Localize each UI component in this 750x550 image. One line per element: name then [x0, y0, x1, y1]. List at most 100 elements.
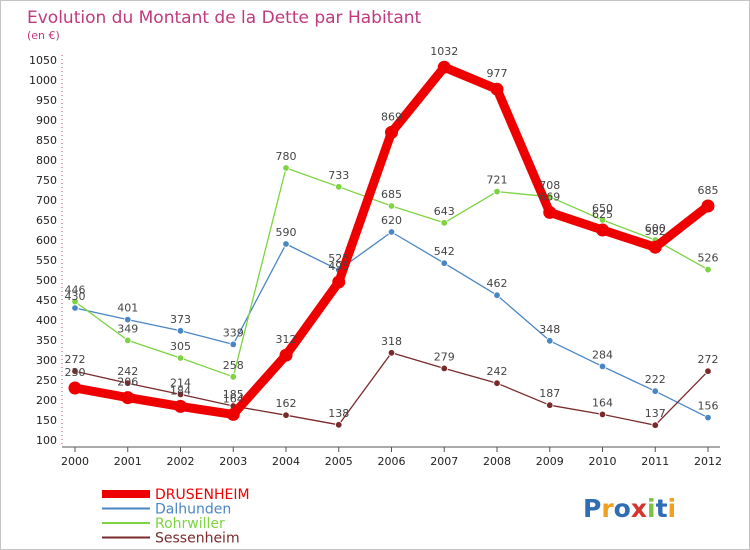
series-drusenheim	[68, 60, 715, 421]
data-label: 162	[276, 397, 297, 410]
data-point	[71, 304, 79, 312]
x-tick-label: 2012	[694, 455, 722, 468]
data-label: 349	[117, 322, 138, 335]
data-label: 373	[170, 313, 191, 326]
data-label: 685	[381, 188, 402, 201]
data-label: 187	[539, 387, 560, 400]
x-tick-label: 2007	[430, 455, 458, 468]
data-label: 206	[117, 376, 138, 389]
legend-label: Rohrwiller	[155, 516, 225, 532]
data-label: 164	[592, 396, 613, 409]
legend-item-dalhunden: Dalhunden	[102, 502, 231, 518]
data-point	[490, 82, 504, 96]
data-point	[651, 387, 659, 395]
x-tick-label: 2010	[589, 455, 617, 468]
x-tick-label: 2004	[272, 455, 300, 468]
y-tick-label: 150	[36, 414, 57, 427]
logo-text: Proxiti	[583, 494, 676, 523]
data-point	[440, 219, 448, 227]
data-label: 495	[328, 260, 349, 273]
data-point	[124, 379, 132, 387]
data-labels: 430 401 373 339 590 525 620 542 462 348 284 222 156 4…	[65, 45, 719, 420]
data-label: 312	[276, 333, 297, 346]
data-label: 446	[65, 284, 86, 297]
y-tick-label: 300	[36, 354, 57, 367]
data-label: 339	[223, 326, 244, 339]
y-tick-label: 100	[36, 434, 57, 447]
data-point	[387, 202, 396, 210]
data-point	[71, 297, 79, 306]
data-label: 401	[117, 302, 138, 315]
data-point	[493, 187, 501, 196]
data-label: 462	[487, 277, 508, 290]
x-tick-label: 2011	[641, 455, 669, 468]
data-label: 625	[592, 208, 613, 221]
data-point	[335, 183, 343, 191]
data-point	[704, 265, 712, 274]
data-label: 542	[434, 245, 455, 258]
series-dalhunden	[71, 228, 712, 422]
data-point	[174, 399, 187, 413]
data-label: 185	[223, 388, 244, 401]
y-tick-label: 500	[36, 274, 57, 287]
data-label: 156	[698, 400, 719, 413]
y-tick-label: 550	[36, 254, 57, 267]
y-tick-label: 850	[36, 134, 57, 147]
data-point	[704, 413, 712, 422]
legend-label: DRUSENHEIM	[155, 487, 250, 503]
data-point	[598, 410, 607, 419]
data-label: 977	[487, 67, 508, 80]
data-point	[704, 367, 712, 375]
data-label: 242	[117, 365, 138, 378]
y-tick-label: 650	[36, 214, 57, 227]
data-label: 708	[539, 179, 560, 192]
data-label: 242	[487, 365, 508, 378]
data-point	[229, 373, 237, 381]
data-point	[440, 259, 448, 267]
data-point	[546, 337, 554, 345]
data-point	[226, 407, 240, 421]
data-label: 184	[170, 384, 191, 397]
data-label: 643	[434, 205, 455, 218]
data-label: 164	[223, 392, 244, 405]
series-rohrwiller	[71, 164, 712, 381]
data-point	[385, 125, 398, 139]
data-label: 685	[698, 184, 719, 197]
data-label: 222	[645, 373, 666, 386]
data-point	[387, 349, 396, 357]
data-label: 600	[645, 222, 666, 235]
data-point	[124, 336, 132, 345]
data-label: 258	[223, 359, 244, 372]
data-label: 214	[170, 376, 191, 389]
data-label: 430	[65, 290, 86, 303]
x-tick-label: 2000	[61, 455, 89, 468]
data-point	[282, 411, 290, 419]
data-point	[335, 421, 343, 429]
data-label: 780	[276, 150, 297, 163]
data-point	[229, 340, 237, 349]
data-point	[440, 364, 448, 373]
y-tick-label: 250	[36, 374, 57, 387]
x-tick-label: 2009	[536, 455, 564, 468]
data-label: 138	[328, 407, 349, 420]
data-point	[282, 164, 290, 172]
y-tick-label: 900	[36, 114, 57, 127]
data-point	[648, 240, 662, 254]
data-label: 620	[381, 214, 402, 227]
data-label: 869	[381, 110, 402, 123]
data-point	[279, 348, 293, 362]
x-tick-label: 2003	[219, 455, 247, 468]
data-point	[651, 421, 659, 429]
data-point	[543, 205, 557, 219]
y-tick-label: 750	[36, 174, 57, 187]
data-point	[71, 367, 79, 375]
data-label: 279	[434, 350, 455, 363]
data-point	[332, 275, 346, 289]
series-sessenheim	[71, 349, 712, 429]
y-tick-label: 700	[36, 194, 57, 207]
data-label: 137	[645, 407, 666, 420]
data-label: 590	[276, 226, 297, 239]
